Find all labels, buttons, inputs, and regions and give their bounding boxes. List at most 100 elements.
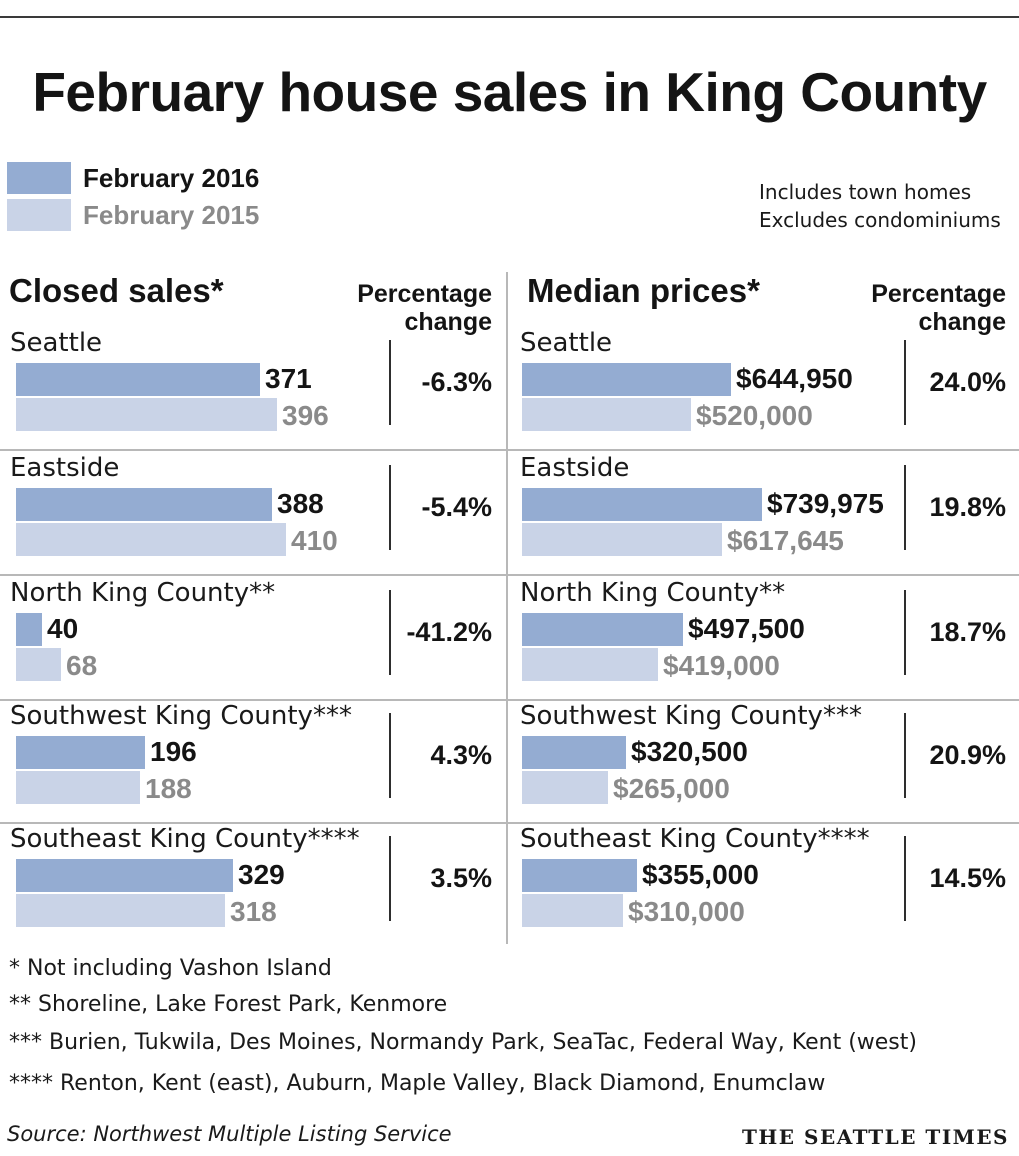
closed-sales-value-2015: 68 — [66, 650, 98, 681]
chart-title: February house sales in King County — [32, 61, 987, 123]
closed-sales-value-2015: 188 — [145, 773, 192, 804]
closed-sales-region-label: Southeast King County**** — [10, 824, 360, 854]
closed-sales-bar-2015 — [16, 398, 277, 431]
closed-sales-bar-2015 — [16, 523, 286, 556]
closed-sales-region-label: Eastside — [10, 453, 120, 483]
closed-sales-bar-2016 — [16, 613, 42, 646]
median-price-value-2016: $644,950 — [736, 363, 853, 394]
median-price-value-2015: $265,000 — [613, 773, 730, 804]
median-price-value-2015: $419,000 — [663, 650, 780, 681]
closed-sales-pct-rule — [389, 590, 391, 675]
footnote-4: **** Renton, Kent (east), Auburn, Maple … — [9, 1071, 826, 1096]
closed-sales-pct-rule — [389, 836, 391, 921]
legend-label-2016: February 2016 — [83, 163, 260, 193]
median-prices-title: Median prices* — [527, 272, 760, 309]
median-price-pct-change: 20.9% — [929, 740, 1006, 770]
footnote-2: ** Shoreline, Lake Forest Park, Kenmore — [9, 992, 448, 1017]
median-price-pct-rule — [904, 590, 906, 675]
footnote-3: *** Burien, Tukwila, Des Moines, Normand… — [9, 1030, 917, 1055]
legend-swatch-2016 — [7, 162, 71, 194]
closed-sales-value-2015: 396 — [282, 400, 329, 431]
closed-sales-bar-2016 — [16, 736, 145, 769]
pct-header-line1: Percentage — [871, 280, 1006, 308]
median-price-pct-change: 19.8% — [929, 492, 1006, 522]
note-townhomes: Includes town homes — [759, 180, 972, 204]
closed-sales-value-2015: 318 — [230, 896, 277, 927]
median-price-region-label: Seattle — [520, 328, 613, 358]
median-price-region-label: Southwest King County*** — [520, 701, 862, 731]
median-price-bar-2016 — [522, 736, 626, 769]
closed-sales-pct-header: Percentage change — [320, 280, 492, 336]
median-price-bar-2016 — [522, 363, 731, 396]
closed-sales-region-label: Seattle — [10, 328, 103, 358]
closed-sales-bar-2016 — [16, 363, 260, 396]
top-rule — [0, 16, 1019, 18]
closed-sales-row-divider — [0, 449, 506, 451]
note-condos: Excludes condominiums — [759, 208, 1001, 232]
median-price-value-2016: $497,500 — [688, 613, 805, 644]
median-price-bar-2015 — [522, 894, 623, 927]
panel-divider — [506, 272, 508, 944]
closed-sales-value-2016: 371 — [265, 363, 312, 394]
pct-header-line2: change — [404, 308, 492, 336]
median-price-pct-rule — [904, 713, 906, 798]
median-price-value-2016: $320,500 — [631, 736, 748, 767]
legend-swatch-2015 — [7, 199, 71, 231]
closed-sales-pct-rule — [389, 465, 391, 550]
source-note: Source: Northwest Multiple Listing Servi… — [7, 1122, 452, 1146]
brand-wordmark: THE SEATTLE TIMES — [742, 1125, 1009, 1149]
closed-sales-pct-change: -6.3% — [421, 367, 492, 397]
median-price-row-divider — [508, 822, 1019, 824]
closed-sales-value-2016: 388 — [277, 488, 324, 519]
closed-sales-pct-change: -41.2% — [406, 617, 492, 647]
median-price-pct-rule — [904, 836, 906, 921]
median-price-pct-change: 24.0% — [929, 367, 1006, 397]
median-price-row-divider — [508, 449, 1019, 451]
closed-sales-bar-2016 — [16, 488, 272, 521]
median-price-bar-2015 — [522, 523, 722, 556]
closed-sales-row-divider — [0, 822, 506, 824]
median-price-bar-2015 — [522, 648, 658, 681]
closed-sales-row-divider — [0, 699, 506, 701]
pct-header-line2: change — [918, 308, 1006, 336]
median-price-bar-2016 — [522, 613, 683, 646]
closed-sales-row-divider — [0, 574, 506, 576]
closed-sales-value-2016: 329 — [238, 859, 285, 890]
median-price-region-label: North King County** — [520, 578, 786, 608]
closed-sales-bar-2015 — [16, 771, 140, 804]
median-price-bar-2016 — [522, 488, 762, 521]
median-price-row-divider — [508, 574, 1019, 576]
closed-sales-region-label: Southwest King County*** — [10, 701, 352, 731]
closed-sales-value-2016: 40 — [47, 613, 79, 644]
closed-sales-pct-change: 4.3% — [430, 740, 492, 770]
footnote-1: * Not including Vashon Island — [9, 956, 332, 981]
closed-sales-region-label: North King County** — [10, 578, 276, 608]
median-price-pct-rule — [904, 340, 906, 425]
closed-sales-pct-rule — [389, 713, 391, 798]
median-price-row-divider — [508, 699, 1019, 701]
closed-sales-title: Closed sales* — [9, 272, 224, 309]
closed-sales-bar-2015 — [16, 894, 225, 927]
closed-sales-pct-rule — [389, 340, 391, 425]
median-prices-pct-header: Percentage change — [834, 280, 1006, 336]
median-price-value-2015: $520,000 — [696, 400, 813, 431]
closed-sales-pct-change: 3.5% — [430, 863, 492, 893]
closed-sales-value-2015: 410 — [291, 525, 338, 556]
closed-sales-bar-2015 — [16, 648, 61, 681]
median-price-region-label: Southeast King County**** — [520, 824, 870, 854]
median-price-bar-2015 — [522, 398, 691, 431]
median-price-value-2016: $739,975 — [767, 488, 884, 519]
closed-sales-bar-2016 — [16, 859, 233, 892]
median-price-value-2015: $310,000 — [628, 896, 745, 927]
median-price-pct-rule — [904, 465, 906, 550]
median-price-bar-2016 — [522, 859, 637, 892]
pct-header-line1: Percentage — [357, 280, 492, 308]
closed-sales-pct-change: -5.4% — [421, 492, 492, 522]
median-price-region-label: Eastside — [520, 453, 630, 483]
median-price-pct-change: 14.5% — [929, 863, 1006, 893]
median-price-bar-2015 — [522, 771, 608, 804]
median-price-value-2016: $355,000 — [642, 859, 759, 890]
median-price-pct-change: 18.7% — [929, 617, 1006, 647]
legend-label-2015: February 2015 — [83, 200, 260, 230]
closed-sales-value-2016: 196 — [150, 736, 197, 767]
